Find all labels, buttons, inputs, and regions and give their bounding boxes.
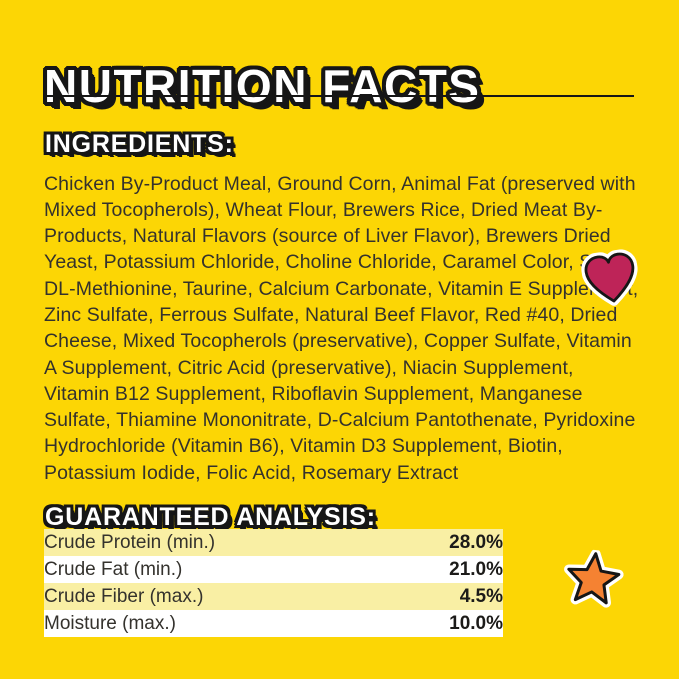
ingredients-text: Chicken By-Product Meal, Ground Corn, An…: [44, 172, 639, 484]
analysis-row-label: Crude Fiber (max.): [44, 585, 204, 607]
analysis-row-label: Crude Fat (min.): [44, 558, 183, 580]
analysis-row-value: 4.5%: [459, 585, 503, 607]
heart-icon: [579, 247, 643, 312]
table-row: Crude Fat (min.) 21.0%: [44, 556, 503, 583]
page-title: NUTRITION FACTS: [44, 59, 481, 112]
ingredients-heading: INGREDIENTS:: [45, 129, 234, 158]
analysis-row-label: Crude Protein (min.): [44, 531, 216, 553]
guaranteed-analysis-heading: GUARANTEED ANALYSIS:: [45, 502, 376, 531]
table-row: Moisture (max.) 10.0%: [44, 610, 503, 637]
table-row: Crude Protein (min.) 28.0%: [44, 529, 503, 556]
star-icon: [560, 547, 626, 613]
analysis-row-value: 21.0%: [449, 558, 503, 580]
analysis-row-value: 10.0%: [449, 612, 503, 634]
analysis-row-label: Moisture (max.): [44, 612, 176, 634]
guaranteed-analysis-table: Crude Protein (min.) 28.0% Crude Fat (mi…: [44, 529, 503, 637]
analysis-row-value: 28.0%: [449, 531, 503, 553]
table-row: Crude Fiber (max.) 4.5%: [44, 583, 503, 610]
title-divider: [44, 95, 634, 97]
